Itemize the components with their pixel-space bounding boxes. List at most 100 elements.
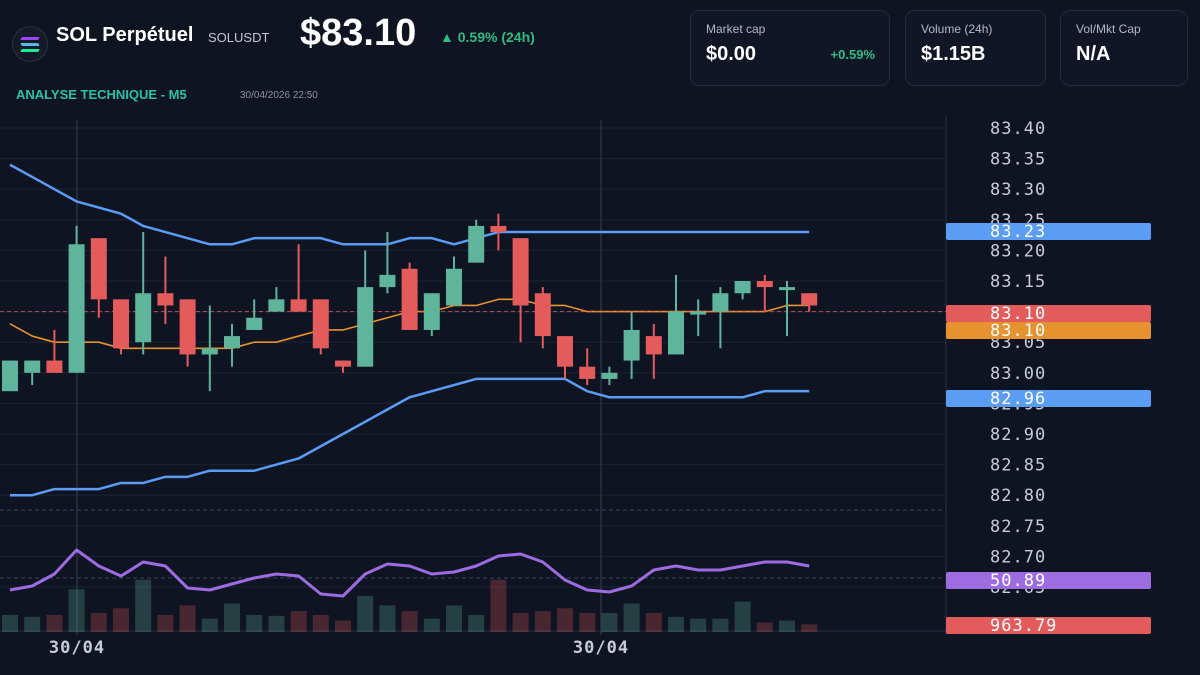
volume-bar <box>712 618 729 632</box>
time-tick-label: 30/04 <box>573 638 629 658</box>
volume-bar <box>179 605 196 632</box>
candle-body <box>512 238 529 306</box>
candle-body <box>24 360 41 373</box>
candle-body <box>290 299 307 312</box>
chart-section-title: ANALYSE TECHNIQUE - M5 <box>16 87 187 102</box>
candle-body <box>246 317 263 330</box>
volume-bar <box>135 579 152 632</box>
candle-body <box>690 311 707 315</box>
price-badge-label: 82.96 <box>990 389 1046 409</box>
price-change-24h: ▲ 0.59% (24h) <box>440 29 535 45</box>
candle-body <box>68 244 85 373</box>
volume-bar <box>46 614 63 632</box>
candle-body <box>734 281 751 294</box>
candle-body <box>712 293 729 312</box>
volume-bar <box>268 615 285 632</box>
volume-label: Volume (24h) <box>921 22 993 36</box>
volume-bar <box>357 595 374 632</box>
volume-bar <box>201 618 218 632</box>
volume-bar <box>601 613 618 632</box>
price-tick-label: 83.40 <box>990 119 1046 139</box>
candle-body <box>312 299 329 349</box>
volume-card: Volume (24h) $1.15B <box>905 10 1046 86</box>
price-tick-label: 83.20 <box>990 241 1046 261</box>
candle-body <box>801 293 818 306</box>
volume-bar <box>690 618 707 632</box>
volume-bar <box>113 608 129 632</box>
price-tick-label: 82.90 <box>990 425 1046 445</box>
price-badge <box>946 390 1151 407</box>
candle-body <box>645 336 662 355</box>
bollinger-lower-line <box>10 377 810 497</box>
volume-bar <box>645 613 662 632</box>
volume-bar <box>68 589 85 632</box>
candle-body <box>201 348 218 355</box>
volume-bar <box>756 622 773 632</box>
price-tick-label: 82.80 <box>990 486 1046 506</box>
volume-bar <box>423 618 440 632</box>
volume-bar <box>512 613 529 632</box>
price-badge-label: 83.10 <box>990 321 1046 341</box>
symbol-label: SOLUSDT <box>208 30 270 45</box>
volume-bar <box>290 611 307 632</box>
volume-bar <box>224 603 240 632</box>
price-badge <box>946 305 1151 322</box>
vol-mkt-cap-card: Vol/Mkt Cap N/A <box>1060 10 1188 86</box>
bollinger-upper-line <box>9 163 810 246</box>
candle-body <box>756 281 773 288</box>
volume-bar <box>401 611 418 632</box>
price-chart[interactable]: 83.4083.3583.3083.2583.2083.1583.1083.05… <box>0 115 1200 675</box>
candle-body <box>490 225 507 233</box>
volume-bar <box>579 613 596 632</box>
rsi-line <box>9 548 810 598</box>
candle-body <box>668 311 684 355</box>
candle-body <box>423 293 440 330</box>
volume-bar <box>335 620 351 632</box>
candle-body <box>179 299 196 355</box>
price-badge-label: 83.10 <box>990 304 1046 324</box>
price-tick-label: 83.15 <box>990 272 1046 292</box>
price-badge <box>946 322 1151 339</box>
price-tick-label: 82.70 <box>990 547 1046 567</box>
price-tick-label: 83.35 <box>990 150 1046 170</box>
price-badge <box>946 223 1151 240</box>
candle-body <box>46 360 63 373</box>
candle-body <box>468 225 485 263</box>
chart-timestamp: 30/04/2026 22:50 <box>240 90 318 101</box>
volume-bar <box>24 616 41 632</box>
candle-body <box>601 372 618 379</box>
candle-body <box>534 293 551 337</box>
candle-body <box>379 274 396 288</box>
volume-bar <box>734 601 751 632</box>
candle-body <box>557 336 573 367</box>
price-badge-label: 50.89 <box>990 571 1046 591</box>
current-price: $83.10 <box>300 12 417 54</box>
market-cap-label: Market cap <box>706 22 766 36</box>
candle-body <box>357 287 374 367</box>
candle-body <box>623 329 640 361</box>
candle-body <box>579 366 596 379</box>
price-tick-label: 83.00 <box>990 364 1046 384</box>
time-tick-label: 30/04 <box>49 638 105 658</box>
price-badge <box>946 617 1151 634</box>
price-badge-label: 963.79 <box>990 616 1057 636</box>
candle-body <box>446 268 462 306</box>
market-cap-value: $0.00 <box>706 43 757 65</box>
candle-body <box>157 293 174 306</box>
volume-bar <box>246 614 263 632</box>
solana-logo-icon <box>12 26 48 62</box>
price-tick-label: 82.85 <box>990 456 1046 476</box>
volume-bar <box>623 603 640 632</box>
volume-bar <box>779 620 795 632</box>
volume-bar <box>468 614 485 632</box>
candle-body <box>113 299 129 349</box>
volume-value: $1.15B <box>921 43 986 65</box>
candle-body <box>135 293 152 343</box>
price-tick-label: 82.75 <box>990 517 1046 537</box>
candle-body <box>2 360 18 392</box>
vol-mkt-cap-value: N/A <box>1076 43 1111 65</box>
volume-bar <box>90 613 107 632</box>
volume-bar <box>490 579 507 632</box>
ticker-header: SOL Perpétuel SOLUSDT $83.10 ▲ 0.59% (24… <box>0 0 1200 86</box>
volume-bar <box>534 611 551 632</box>
